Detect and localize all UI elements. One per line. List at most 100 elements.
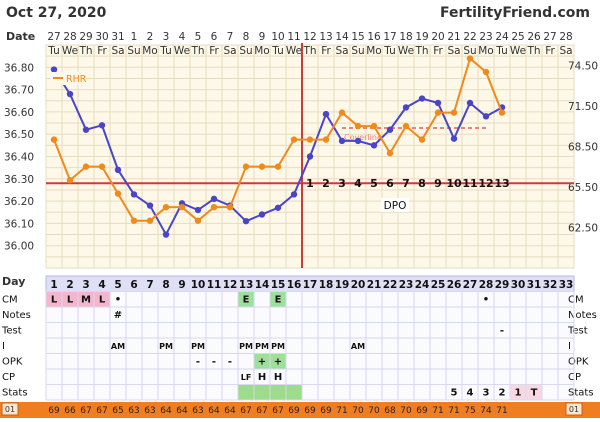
stats-entry: 4 (467, 388, 474, 399)
day-number: 29 (495, 279, 510, 291)
day-number: 3 (82, 279, 89, 291)
weekday-label: Fr (209, 45, 219, 57)
date-label: 6 (211, 31, 218, 43)
weekday-label: Fr (545, 45, 555, 57)
rhr-point (466, 55, 474, 62)
date-label: 20 (431, 31, 444, 43)
bbt-point (242, 217, 250, 225)
date-label: 9 (259, 31, 266, 43)
bbt-point (194, 206, 202, 214)
dpo-number: 10 (446, 177, 462, 190)
opk-entry: - (212, 357, 216, 368)
y-left-tick-label: 36.40 (4, 152, 34, 164)
rhr-point (354, 122, 362, 130)
weekday-label: Sa (335, 45, 348, 57)
weekday-label: Tu (495, 45, 507, 57)
table-body (46, 291, 574, 400)
rhr-point (98, 163, 106, 170)
bbt-point (322, 110, 330, 118)
weekday-label: Tu (383, 45, 395, 57)
ribbon-rhr-value: 67 (96, 406, 107, 416)
bbt-point (386, 126, 394, 133)
stats-cell-bg (526, 384, 542, 400)
intercourse-entry: PM (239, 342, 253, 351)
weekday-label: Tu (271, 45, 283, 57)
ribbon-rhr-value: 64 (224, 406, 236, 416)
dpo-number: 3 (338, 177, 346, 190)
chart-date: Oct 27, 2020 (6, 5, 107, 21)
bbt-point (306, 153, 314, 160)
stats-entry: 5 (451, 388, 458, 399)
date-label: 12 (303, 31, 316, 43)
ribbon-rhr-value: 70 (368, 406, 380, 416)
row-label-left: Test (1, 326, 22, 337)
day-row-label: Day (2, 275, 25, 288)
row-label-right: Stats (568, 388, 594, 399)
date-label: 31 (111, 31, 124, 43)
weekday-label: Th (302, 45, 316, 57)
rhr-point (482, 68, 490, 76)
day-number: 32 (543, 279, 558, 291)
y-left-tick-label: 36.80 (4, 62, 34, 74)
dpo-number: 8 (418, 177, 426, 190)
cm-entry: M (81, 295, 91, 306)
date-label: 27 (543, 31, 556, 43)
day-number: 20 (351, 279, 366, 291)
date-label: 5 (195, 31, 202, 43)
row-label-right: CP (568, 372, 581, 383)
bbt-point (290, 191, 298, 198)
date-label: 7 (227, 31, 234, 43)
dpo-number: 13 (494, 177, 509, 190)
bbt-point (258, 211, 266, 218)
weekday-label: Mo (254, 45, 269, 57)
weekday-label: Th (526, 45, 540, 57)
rhr-point (130, 217, 138, 224)
bbt-point (114, 166, 122, 174)
dpo-number: 6 (386, 177, 394, 190)
day-number: 24 (415, 279, 430, 291)
y-left-tick-label: 36.70 (4, 85, 34, 97)
ribbon-rhr-value: 67 (256, 406, 267, 416)
y-right-tick-label: 62.50 (568, 222, 598, 234)
y-left-tick-label: 36.00 (4, 241, 34, 253)
dpo-number: 9 (434, 177, 442, 190)
date-label: 28 (559, 31, 572, 43)
intercourse-entry: PM (159, 342, 173, 351)
rhr-point (434, 109, 442, 116)
bbt-point (418, 95, 426, 102)
notes-entry: # (114, 310, 122, 321)
bbt-point (162, 231, 170, 238)
bbt-point (450, 135, 458, 142)
bbt-point (466, 99, 474, 107)
date-label: 15 (351, 31, 364, 43)
weekday-label: Fr (433, 45, 443, 57)
ribbon-rhr-value: 75 (464, 406, 475, 416)
weekday-label: Su (351, 45, 364, 57)
day-number: 19 (335, 279, 350, 291)
cp-entry: H (258, 372, 266, 383)
day-number: 13 (239, 279, 254, 291)
weekday-label: Mo (478, 45, 493, 57)
dpo-number: 4 (354, 177, 362, 190)
rhr-point (402, 122, 410, 130)
day-number: 21 (367, 279, 382, 291)
bbt-point (98, 122, 106, 129)
cm-entry: E (243, 295, 250, 306)
bbt-point (210, 195, 218, 203)
day-number: 16 (287, 279, 302, 291)
opk-entry: + (258, 357, 266, 368)
day-number: 23 (399, 279, 414, 291)
weekday-label: Th (414, 45, 428, 57)
bbt-point (50, 66, 58, 73)
ribbon-rhr-value: 68 (384, 406, 396, 416)
ribbon-rhr-value: 70 (400, 406, 412, 416)
weekday-label: We (510, 45, 526, 57)
ribbon-rhr-value: 70 (352, 406, 364, 416)
day-number: 1 (50, 279, 57, 291)
rhr-point (50, 136, 58, 143)
rhr-point (114, 190, 122, 197)
ribbon-rhr-value: 67 (272, 406, 283, 416)
row-label-left: Notes (2, 310, 31, 321)
weekday-label: Sa (447, 45, 460, 57)
cm-cell-bg (94, 291, 110, 307)
